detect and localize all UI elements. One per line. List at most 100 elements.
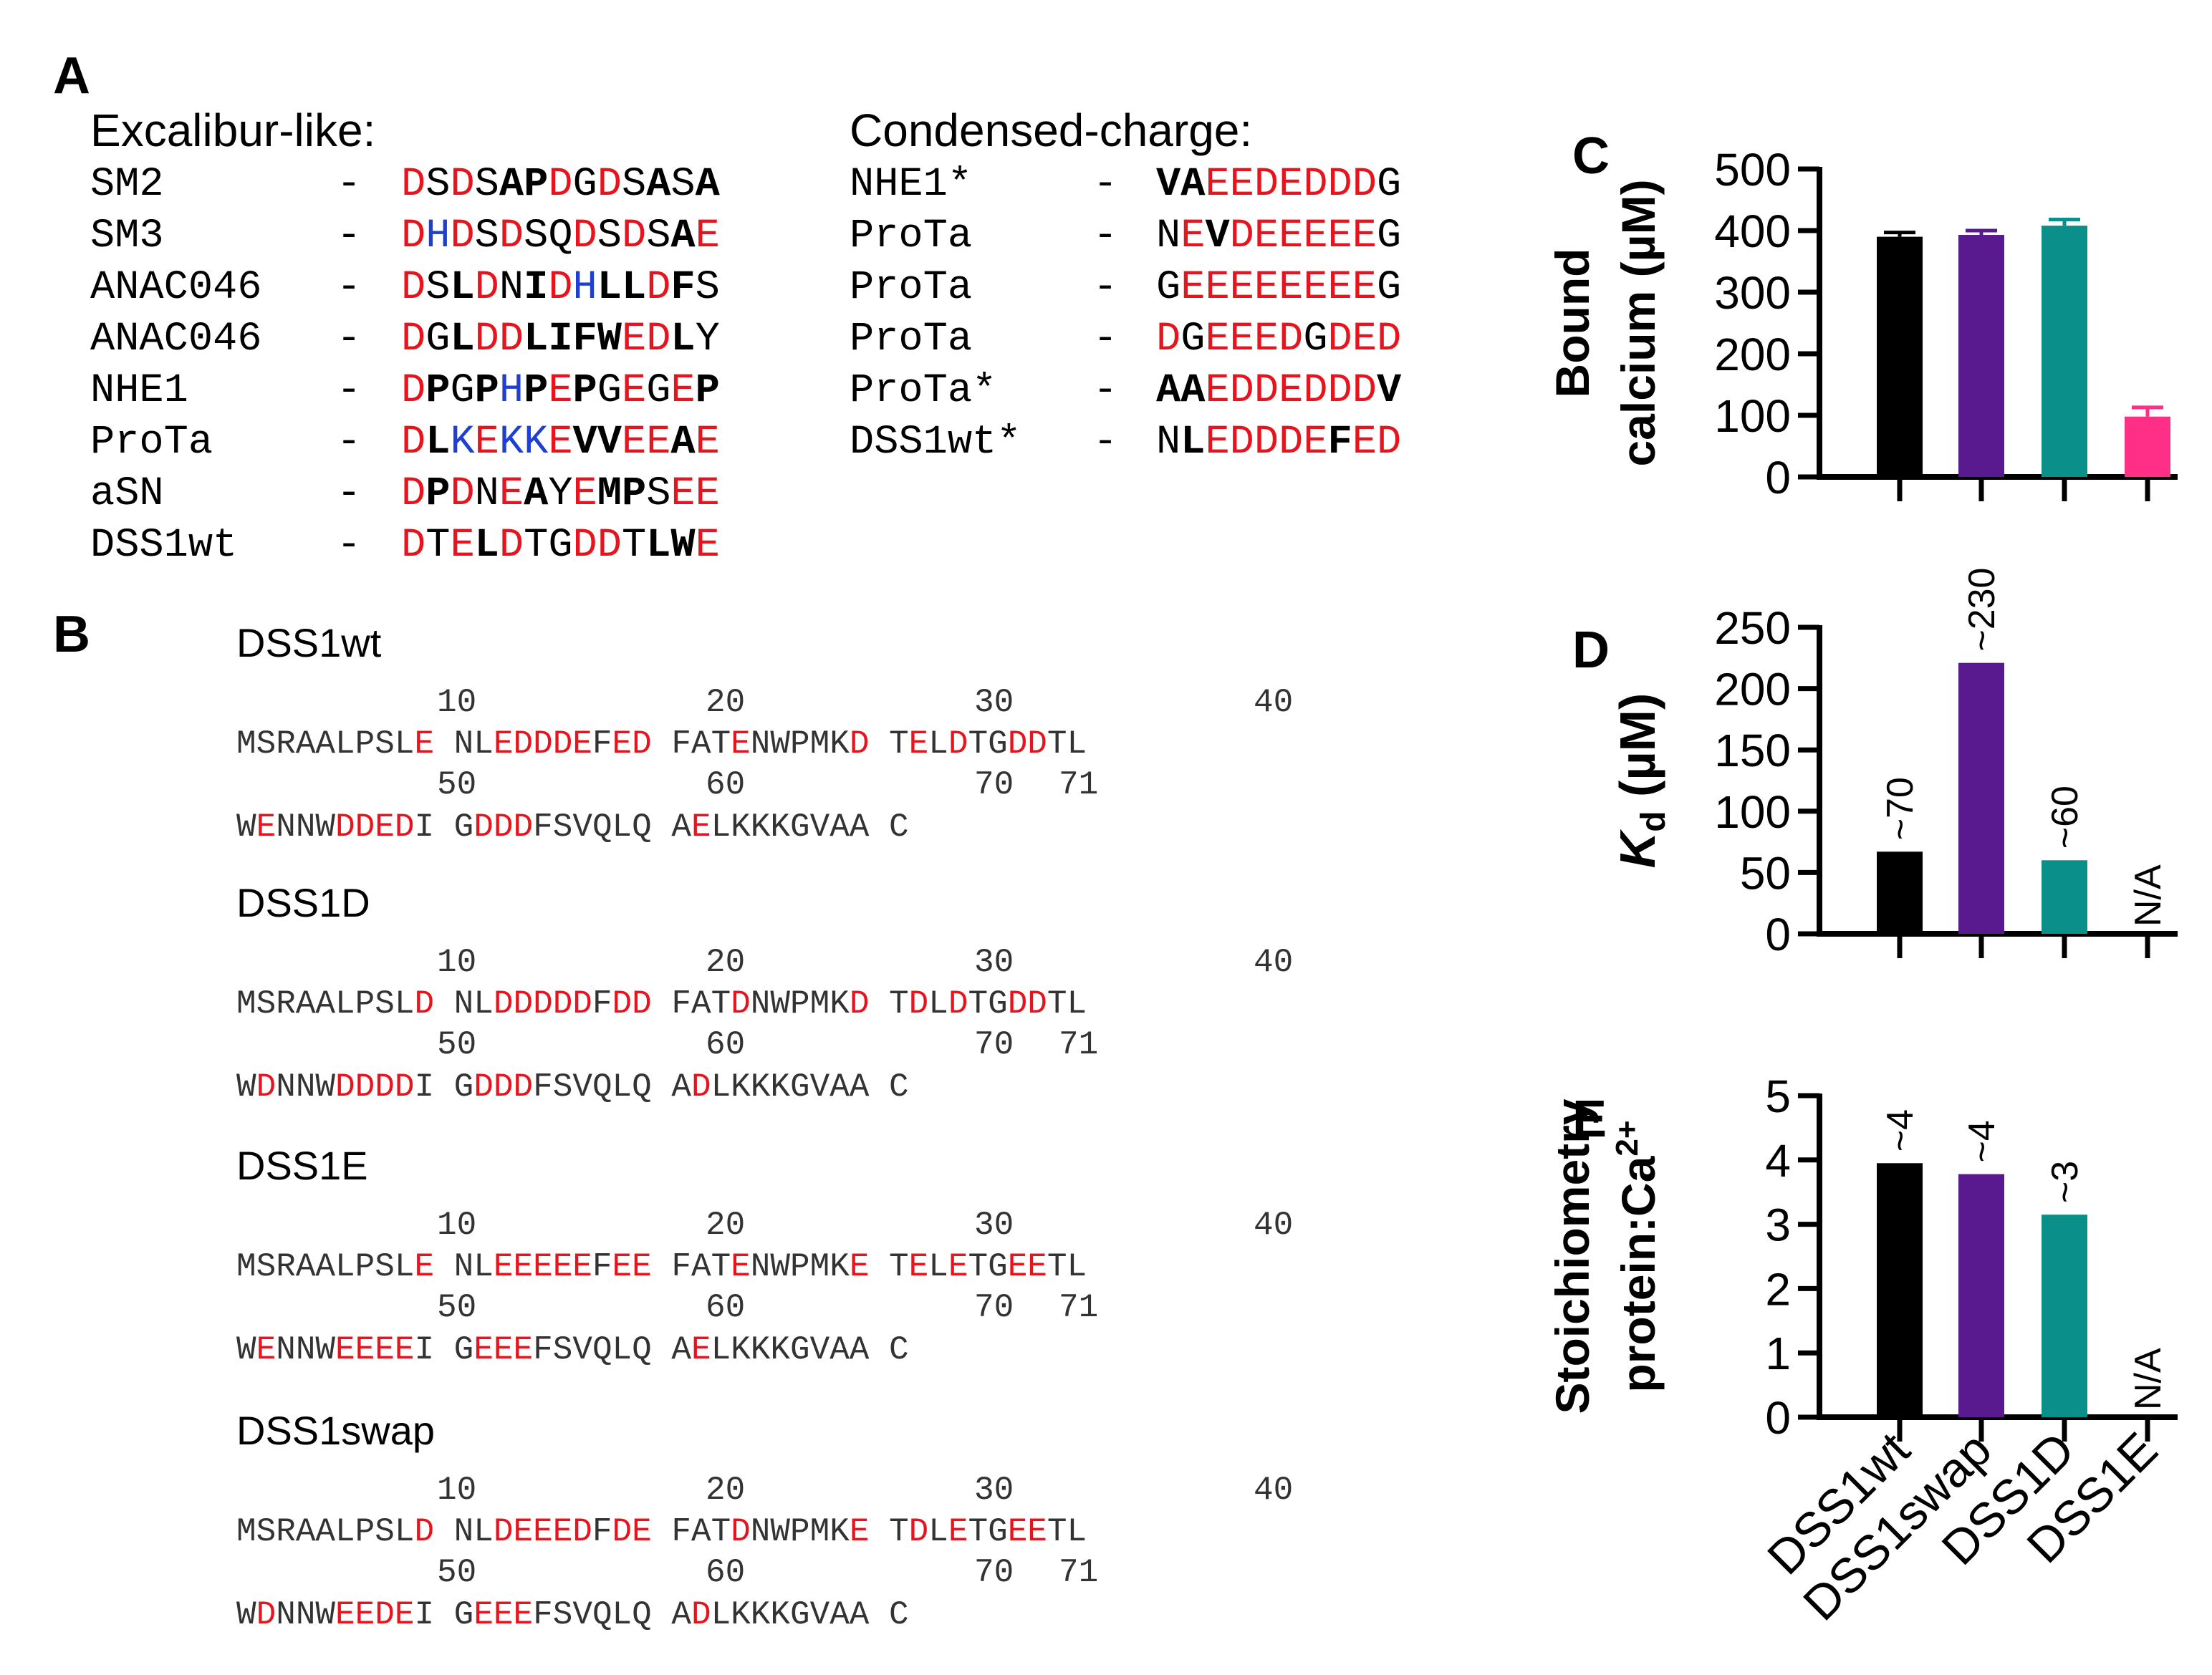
residue-number: 70: [974, 1026, 1014, 1063]
residue: E: [1279, 368, 1304, 414]
sequence-segment: FSVQLQ A: [533, 808, 691, 846]
sequence-row: ANAC046- DGLDDLIFWEDLY: [90, 314, 720, 365]
protein-title: DSS1D: [236, 880, 370, 925]
sequence-row: DSS1wt - DTELDTGDDTLWE: [90, 520, 720, 571]
residue: E: [1254, 213, 1279, 259]
residue: E: [670, 368, 696, 414]
protein-sequence-line: WENNWDDEDI GDDDFSVQLQ AELKKKGVAA C: [236, 811, 909, 844]
residue: L: [524, 317, 549, 362]
sequence-segment: W: [236, 1068, 256, 1106]
sequence-segment: E: [731, 725, 751, 763]
sequence-segment: MSRAALPSL: [236, 1513, 415, 1550]
sequence-segment: FSVQLQ A: [533, 1596, 691, 1633]
residue: D: [1376, 420, 1402, 465]
bar-dss1swap: [1958, 235, 2004, 477]
sequence-segment: NWPMK: [750, 985, 850, 1023]
sequence-segment: E: [691, 808, 711, 846]
protein-sequence-line: WDNNWDDDDI GDDDFSVQLQ ADLKKKGVAA C: [236, 1071, 909, 1104]
residue-number: 30: [974, 1207, 1014, 1244]
residue: D: [621, 213, 647, 259]
residue-number: 10: [437, 684, 477, 721]
motif-sequence: VAEEDEDDDG: [1156, 159, 1401, 211]
residue-number: 50: [437, 766, 477, 803]
sequence-segment: DDDD: [335, 1068, 415, 1106]
residue: D: [401, 213, 426, 259]
y-tick-label: 250: [1714, 602, 1791, 654]
residue: D: [401, 523, 426, 569]
sequence-segment: F: [592, 1248, 612, 1285]
residue: G: [1376, 213, 1402, 259]
sequence-segment: D: [948, 725, 968, 763]
sequence-segment: DD: [612, 985, 652, 1023]
sequence-segment: NWPMK: [750, 1513, 850, 1550]
sequence-segment: NNW: [276, 1331, 336, 1369]
residue: G: [1376, 162, 1402, 208]
residue-number: 30: [974, 944, 1014, 981]
residue: D: [401, 162, 426, 208]
residue: I: [548, 317, 573, 362]
sequence-segment: E: [908, 725, 929, 763]
residue: D: [1327, 162, 1352, 208]
sequence-segment: DDED: [335, 808, 415, 846]
sequence-row: SM3- DHDSDSQDSDSAE: [90, 211, 720, 262]
residue: E: [450, 523, 475, 569]
sequence-segment: D: [731, 985, 751, 1023]
sequence-segment: NL: [434, 985, 494, 1023]
sequence-segment: D: [849, 725, 870, 763]
residue: D: [401, 317, 426, 362]
sequence-segment: E: [414, 725, 435, 763]
bar-value-label: ~70: [1880, 777, 1921, 840]
bar-dss1swap: [1958, 1174, 2004, 1417]
y-tick-label: 500: [1714, 144, 1791, 196]
residue: E: [474, 420, 499, 465]
residue-number: 60: [706, 766, 746, 803]
y-axis-title-sup: 2+: [1610, 1120, 1645, 1156]
residue: D: [1327, 368, 1352, 414]
protein-title: DSS1swap: [236, 1408, 436, 1453]
residue: D: [450, 471, 475, 517]
residue: M: [597, 471, 622, 517]
sequence-segment: MSRAALPSL: [236, 1248, 415, 1285]
residue: D: [1303, 368, 1328, 414]
residue: K: [499, 420, 524, 465]
residue: S: [474, 213, 499, 259]
residue-number: 70: [974, 1289, 1014, 1326]
sequence-segment: T: [869, 725, 909, 763]
residue: E: [548, 420, 573, 465]
sequence-segment: I G: [414, 1068, 474, 1106]
residue: E: [1303, 213, 1328, 259]
residue: S: [695, 265, 720, 311]
residue: V: [572, 420, 597, 465]
residue: F: [572, 317, 597, 362]
residue-number: 20: [706, 1472, 746, 1509]
residue: E: [1327, 265, 1352, 311]
residue: E: [621, 317, 647, 362]
residue: E: [1279, 265, 1304, 311]
sequence-segment: NWPMK: [750, 725, 850, 763]
residue-number: 40: [1254, 944, 1294, 981]
sequence-segment: NWPMK: [750, 1248, 850, 1285]
sequence-segment: NNW: [276, 1596, 336, 1633]
residue: L: [621, 265, 647, 311]
residue: D: [548, 162, 573, 208]
y-tick-label: 400: [1714, 206, 1791, 257]
residue: V: [1205, 213, 1230, 259]
residue: E: [1205, 162, 1230, 208]
motif-sequence: DSLDNIDHLLDFS: [401, 262, 720, 314]
residue: P: [572, 368, 597, 414]
residue: P: [425, 471, 451, 517]
residue: P: [524, 162, 549, 208]
residue: E: [1303, 420, 1328, 465]
motif-sequence: DPDNEAYEMPSEE: [401, 468, 720, 520]
dash: -: [337, 471, 362, 517]
sequence-segment: D: [908, 1513, 929, 1550]
sequence-segment: TL: [1047, 1513, 1087, 1550]
residue-number: 71: [1059, 1554, 1099, 1591]
residue: E: [621, 420, 647, 465]
residue-number: 71: [1059, 766, 1099, 803]
residue: D: [572, 523, 597, 569]
protein-name: NHE1: [90, 368, 188, 414]
dash: -: [337, 317, 362, 362]
residue: P: [425, 368, 451, 414]
protein-name: ANAC046: [90, 265, 262, 311]
